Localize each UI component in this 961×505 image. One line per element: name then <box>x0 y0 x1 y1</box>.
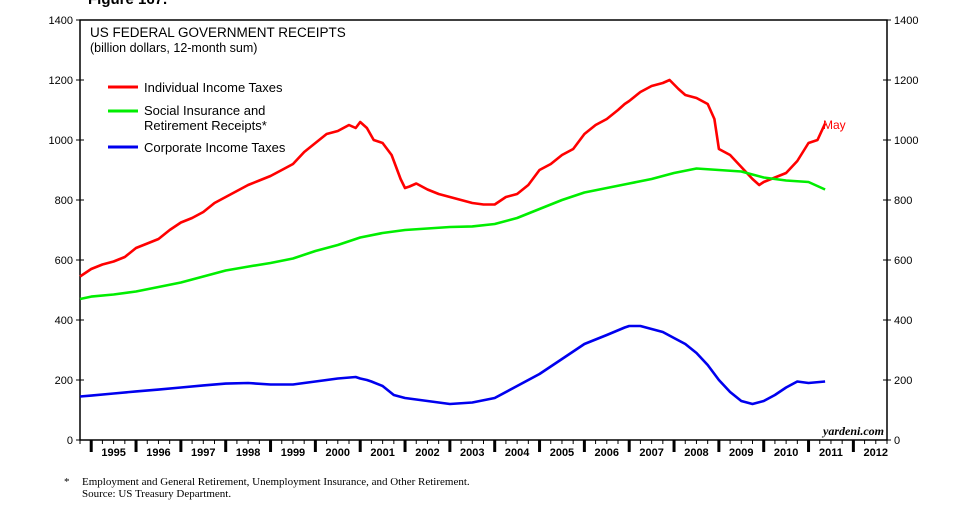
y-tick-label-left: 1200 <box>49 75 73 87</box>
y-tick-label-right: 400 <box>894 315 912 327</box>
x-tick-label: 2006 <box>595 447 619 459</box>
x-tick-label: 1998 <box>236 447 260 459</box>
x-tick-label: 2012 <box>864 447 888 459</box>
x-tick-label: 2003 <box>460 447 484 459</box>
y-tick-label-left: 800 <box>55 195 73 207</box>
footnote-line-2: Source: US Treasury Department. <box>82 488 232 500</box>
x-tick-label: 2001 <box>370 447 394 459</box>
x-tick-label: 2004 <box>505 447 530 459</box>
y-tick-label-right: 600 <box>894 255 912 267</box>
credit-label: yardeni.com <box>821 424 884 438</box>
x-tick-label: 2000 <box>326 447 350 459</box>
x-tick-label: 2002 <box>415 447 439 459</box>
figure-label: Figure 167. <box>88 0 167 8</box>
series-line-corporate <box>79 324 826 406</box>
legend-label-corporate: Corporate Income Taxes <box>144 140 286 155</box>
legend-label-social-line1: Social Insurance and <box>144 103 265 118</box>
y-tick-label-right: 1000 <box>894 135 918 147</box>
chart-subtitle: (billion dollars, 12-month sum) <box>90 41 257 55</box>
y-tick-label-left: 200 <box>55 375 73 387</box>
footnote-line-1: Employment and General Retirement, Unemp… <box>82 476 470 488</box>
series-line-social <box>79 167 826 301</box>
y-tick-label-right: 200 <box>894 375 912 387</box>
x-tick-label: 2008 <box>684 447 708 459</box>
x-tick-label: 1996 <box>146 447 170 459</box>
x-tick-label: 2007 <box>639 447 663 459</box>
x-tick-label: 1997 <box>191 447 215 459</box>
y-axis-right: 0 200 400 600 800 1000 1200 1400 <box>883 15 918 447</box>
y-tick-label-right: 0 <box>894 435 900 447</box>
legend-label-individual: Individual Income Taxes <box>144 80 283 95</box>
x-tick-label: 1999 <box>281 447 305 459</box>
series-line-individual <box>79 78 827 278</box>
footnote: * Employment and General Retirement, Unem… <box>64 476 470 500</box>
x-tick-label: 2011 <box>819 447 843 459</box>
y-tick-label-left: 600 <box>55 255 73 267</box>
y-tick-label-left: 1000 <box>49 135 73 147</box>
footnote-marker: * <box>64 476 70 488</box>
x-tick-label: 2009 <box>729 447 753 459</box>
y-axis-left: 0 200 400 600 800 1000 1200 1400 <box>49 15 84 447</box>
y-tick-label-right: 1200 <box>894 75 918 87</box>
series-end-annotation: May <box>823 118 846 132</box>
x-tick-label: 2005 <box>550 447 574 459</box>
chart-title: US FEDERAL GOVERNMENT RECEIPTS <box>90 25 346 40</box>
x-tick-label: 2010 <box>774 447 798 459</box>
legend: Individual Income Taxes Social Insurance… <box>108 80 286 155</box>
y-tick-label-left: 0 <box>67 435 73 447</box>
y-tick-label-left: 1400 <box>49 15 73 27</box>
series-layer <box>79 78 827 406</box>
x-tick-label: 1995 <box>101 447 125 459</box>
y-tick-label-right: 1400 <box>894 15 918 27</box>
x-axis: 1995 1996 1997 1998 1999 2000 2001 2002 2003 2004… <box>79 440 888 459</box>
y-tick-label-right: 800 <box>894 195 912 207</box>
y-tick-label-left: 400 <box>55 315 73 327</box>
legend-label-social-line2: Retirement Receipts* <box>144 118 267 133</box>
